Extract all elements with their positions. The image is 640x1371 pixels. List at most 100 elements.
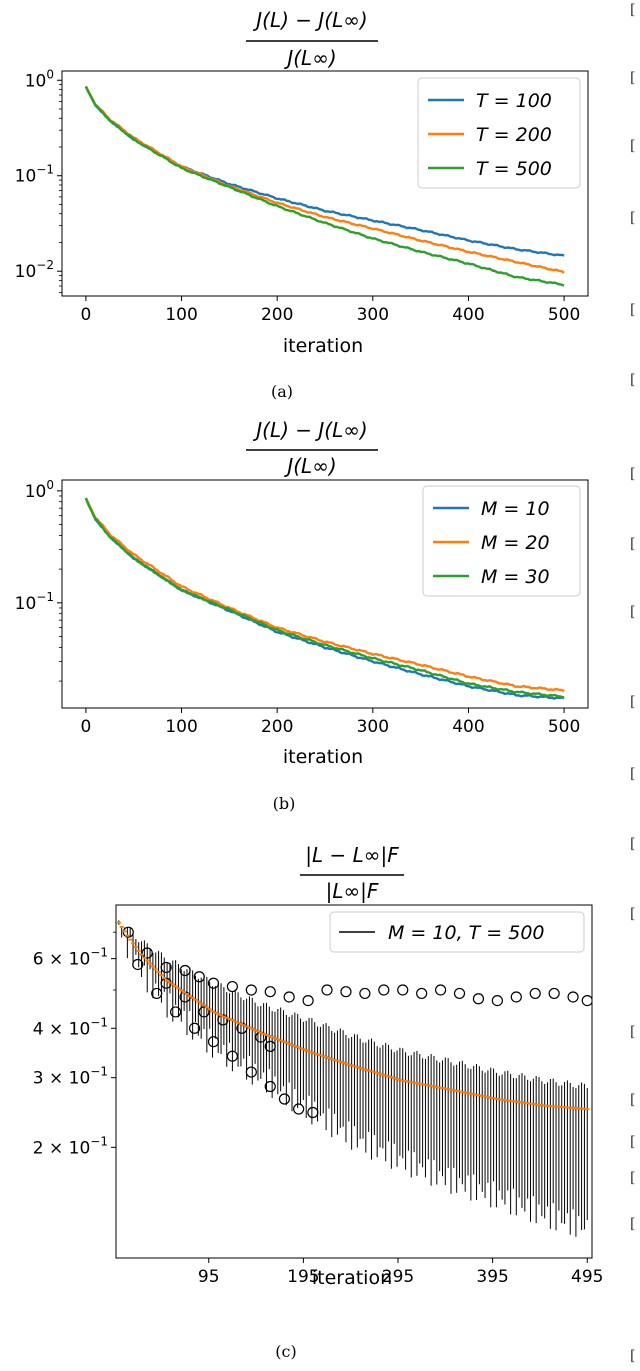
panel-c-ytick-label: 6 × 10−1 bbox=[33, 946, 108, 970]
panel-b-legend-label: M = 20 bbox=[481, 532, 550, 554]
panel-c-xtick-label: 195 bbox=[287, 1267, 319, 1287]
panel-c-title: |L − L∞|F |L∞|F bbox=[300, 843, 404, 903]
panel-a-xtick-label: 400 bbox=[452, 305, 484, 325]
panel-a-xlabel: iteration bbox=[283, 335, 363, 357]
panel-c-outlier-point bbox=[434, 984, 447, 996]
clipped-bracket: [ bbox=[630, 210, 635, 226]
panel-b-title-denominator: J(L∞) bbox=[283, 454, 336, 478]
panel-c-legend-frame bbox=[329, 911, 585, 953]
panel-c-xtick-label: 95 bbox=[198, 1267, 220, 1287]
panel-c-outlier-point bbox=[581, 994, 592, 1007]
panel-c-outlier-point bbox=[141, 947, 153, 959]
panel-b-ytick-label: 10−1 bbox=[15, 590, 54, 614]
panel-c-outlier-point bbox=[207, 1036, 220, 1048]
panel-c-outlier-point bbox=[397, 984, 409, 996]
clipped-bracket: [ bbox=[630, 1216, 635, 1232]
panel-c-outlier-point bbox=[548, 987, 560, 1000]
panel-c-title-denominator: |L∞|F bbox=[326, 879, 379, 903]
panel-c-axes-frame bbox=[115, 904, 593, 1259]
panel-c-outlier-point bbox=[416, 987, 428, 1000]
panel-a-series-line bbox=[84, 85, 565, 274]
panel-c-outlier-point bbox=[188, 1022, 201, 1034]
panel-a-xtick-label: 300 bbox=[357, 305, 389, 325]
panel-a-series-group bbox=[84, 85, 565, 287]
panel-b-axes-frame bbox=[61, 479, 589, 709]
clipped-bracket: [ bbox=[630, 138, 635, 154]
panel-b-xtick-label: 200 bbox=[261, 717, 293, 737]
panel-c-outlier-point bbox=[264, 1040, 276, 1052]
panel-c-legend: M = 10, T = 500 bbox=[329, 911, 585, 953]
clipped-bracket: [ bbox=[630, 372, 635, 388]
panel-c-outlier-point bbox=[293, 1103, 305, 1115]
panel-a-xtick-label: 100 bbox=[165, 305, 197, 325]
panel-a-series-line bbox=[84, 85, 565, 287]
panel-c-xtick-label: 495 bbox=[571, 1267, 603, 1287]
panel-a-legend-label: T = 500 bbox=[476, 158, 552, 180]
panel-b-caption: (b) bbox=[273, 794, 296, 813]
panel-c-outlier-point bbox=[307, 1106, 319, 1119]
panel-c-outlier-point bbox=[567, 991, 579, 1003]
panel-c-outlier-point bbox=[226, 980, 238, 993]
panel-b-series-group bbox=[84, 497, 565, 700]
panel-c-outlier-point bbox=[302, 994, 314, 1007]
panel-b-xtick-label: 100 bbox=[165, 717, 197, 737]
clipped-bracket: [ bbox=[630, 2, 635, 18]
panel-b-legend-frame bbox=[422, 485, 581, 597]
panel-c: |L − L∞|F |L∞|F 95 195 295 395 495 6 × 10−1 4 … bbox=[33, 843, 604, 1361]
panel-c-outlier-point bbox=[359, 987, 371, 1000]
panel-c-outlier-point bbox=[193, 971, 205, 983]
panel-c-outlier-point bbox=[132, 958, 144, 971]
panel-c-xtick-label: 295 bbox=[382, 1267, 414, 1287]
panel-a: J(L) − J(L∞) J(L∞) 0 100 200 300 400 500 100 10… bbox=[15, 8, 589, 401]
panel-c-outlier-point bbox=[472, 993, 485, 1005]
panel-c-xtick-label: 395 bbox=[476, 1267, 508, 1287]
panel-b-xtick-label: 500 bbox=[548, 717, 580, 737]
panel-b-series-line bbox=[84, 497, 565, 693]
clipped-bracket: [ bbox=[630, 694, 635, 710]
panel-c-outlier-point bbox=[170, 1006, 182, 1018]
panel-b-legend-label: M = 30 bbox=[481, 566, 550, 588]
panel-b-ytick-label: 100 bbox=[25, 478, 54, 502]
panel-c-outlier-point bbox=[378, 984, 390, 996]
panel-a-title: J(L) − J(L∞) J(L∞) bbox=[246, 8, 378, 70]
clipped-bracket: [ bbox=[630, 906, 635, 922]
panel-c-outlier-point bbox=[264, 986, 276, 998]
clipped-bracket: [ bbox=[630, 766, 635, 782]
clipped-bracket: [ bbox=[630, 536, 635, 552]
clipped-bracket: [ bbox=[630, 302, 635, 318]
panel-c-outlier-point bbox=[283, 991, 295, 1003]
panel-c-ytick-label: 4 × 10−1 bbox=[33, 1015, 108, 1039]
panel-a-plot-area: 0 100 200 300 400 500 100 10−1 10−2 T = 100 T = 20… bbox=[15, 67, 589, 325]
panel-a-legend: T = 100 T = 200 T = 500 bbox=[417, 77, 581, 189]
clipped-bracket: [ bbox=[630, 1134, 635, 1150]
panel-a-title-numerator: J(L) − J(L∞) bbox=[252, 8, 367, 32]
panel-a-legend-frame bbox=[417, 77, 581, 189]
panel-b-xtick-label: 300 bbox=[357, 717, 389, 737]
panel-a-caption: (a) bbox=[271, 382, 293, 401]
clipped-bracket: [ bbox=[630, 1024, 635, 1040]
panel-c-xlabel: iteration bbox=[312, 1267, 392, 1289]
panel-b: J(L) − J(L∞) J(L∞) 0 100 200 300 400 500 100 10… bbox=[15, 418, 589, 813]
clipped-reference-brackets: [[[[[[[[[[[[[[[[[[[ bbox=[630, 2, 635, 1364]
panel-a-xtick-label: 200 bbox=[261, 305, 293, 325]
panel-c-legend-label: M = 10, T = 500 bbox=[388, 922, 545, 944]
panel-a-ytick-label: 100 bbox=[25, 67, 54, 91]
panel-b-xlabel: iteration bbox=[283, 746, 363, 768]
panel-a-legend-label: T = 200 bbox=[476, 124, 552, 146]
panel-c-outlier-point bbox=[491, 994, 503, 1007]
panel-b-legend: M = 10 M = 20 M = 30 bbox=[422, 485, 581, 597]
clipped-bracket: [ bbox=[630, 466, 635, 482]
panel-c-outlier-point bbox=[207, 977, 220, 989]
panel-a-axes-frame bbox=[61, 70, 589, 297]
panel-b-plot-area: 0 100 200 300 400 500 100 10−1 M = 10 M = 20 M = 3… bbox=[15, 478, 589, 737]
panel-b-legend-label: M = 10 bbox=[481, 498, 550, 520]
panel-c-outlier-point bbox=[510, 991, 522, 1003]
panel-a-xtick-label: 500 bbox=[548, 305, 580, 325]
panel-b-series-line bbox=[84, 497, 565, 699]
panel-b-xtick-label: 400 bbox=[452, 717, 484, 737]
panel-c-outlier-point bbox=[179, 964, 191, 977]
panel-b-xtick-label: 0 bbox=[80, 717, 91, 737]
panel-c-outlier-point bbox=[245, 1066, 257, 1078]
clipped-bracket: [ bbox=[630, 1092, 635, 1108]
